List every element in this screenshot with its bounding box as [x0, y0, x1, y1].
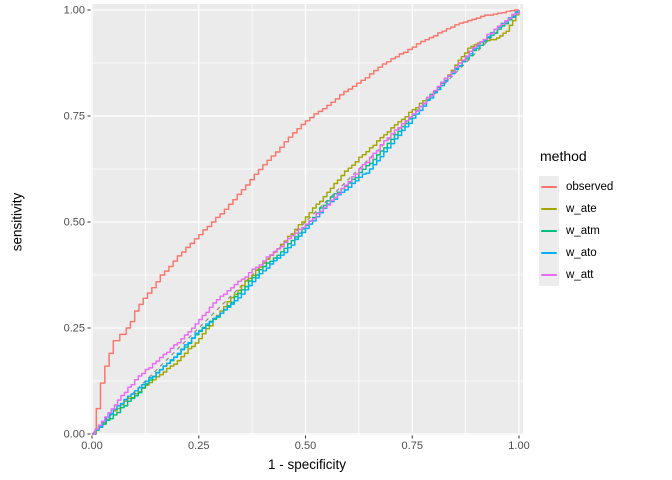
x-axis-title: 1 - specificity — [267, 457, 347, 472]
y-axis-title: sensitivity — [9, 192, 25, 252]
legend-item-observed: observed — [539, 176, 613, 198]
legend-item-w-ate: w_ate — [539, 198, 613, 220]
x-tick-label: 1.00 — [508, 440, 529, 452]
legend-item-w-att: w_att — [539, 264, 613, 286]
legend-item-label: w_att — [566, 269, 594, 281]
legend: method observed w_ate w_atm w_ato w_att — [539, 148, 613, 286]
legend-item-label: w_ate — [566, 203, 597, 215]
legend-key-line-icon — [541, 208, 557, 210]
legend-item-label: w_atm — [566, 225, 600, 237]
legend-key — [539, 220, 559, 242]
legend-key-line-icon — [541, 252, 557, 254]
y-tick-label: 1.00 — [64, 5, 85, 17]
x-tick-label: 0.50 — [295, 440, 316, 452]
x-tick-label: 0.00 — [81, 440, 102, 452]
legend-item-w-ato: w_ato — [539, 242, 613, 264]
legend-items: observed w_ate w_atm w_ato w_att — [539, 176, 613, 286]
x-tick-label: 0.75 — [402, 440, 423, 452]
curve-observed — [92, 9, 519, 435]
legend-item-w-atm: w_atm — [539, 220, 613, 242]
y-tick-label: 0.25 — [64, 323, 85, 335]
curve-w_att — [92, 10, 520, 435]
legend-key — [539, 198, 559, 220]
legend-item-label: observed — [566, 181, 614, 193]
legend-key-line-icon — [541, 230, 557, 232]
y-tick-label: 0.00 — [64, 429, 85, 441]
legend-key — [539, 264, 559, 286]
legend-key — [539, 176, 559, 198]
legend-item-label: w_ato — [566, 247, 597, 259]
legend-key-line-icon — [541, 274, 557, 276]
x-tick-label: 0.25 — [188, 440, 209, 452]
legend-title: method — [540, 148, 587, 164]
y-tick-label: 0.50 — [64, 217, 85, 229]
legend-key-line-icon — [541, 186, 557, 188]
legend-key — [539, 242, 559, 264]
y-tick-label: 0.75 — [64, 111, 85, 123]
